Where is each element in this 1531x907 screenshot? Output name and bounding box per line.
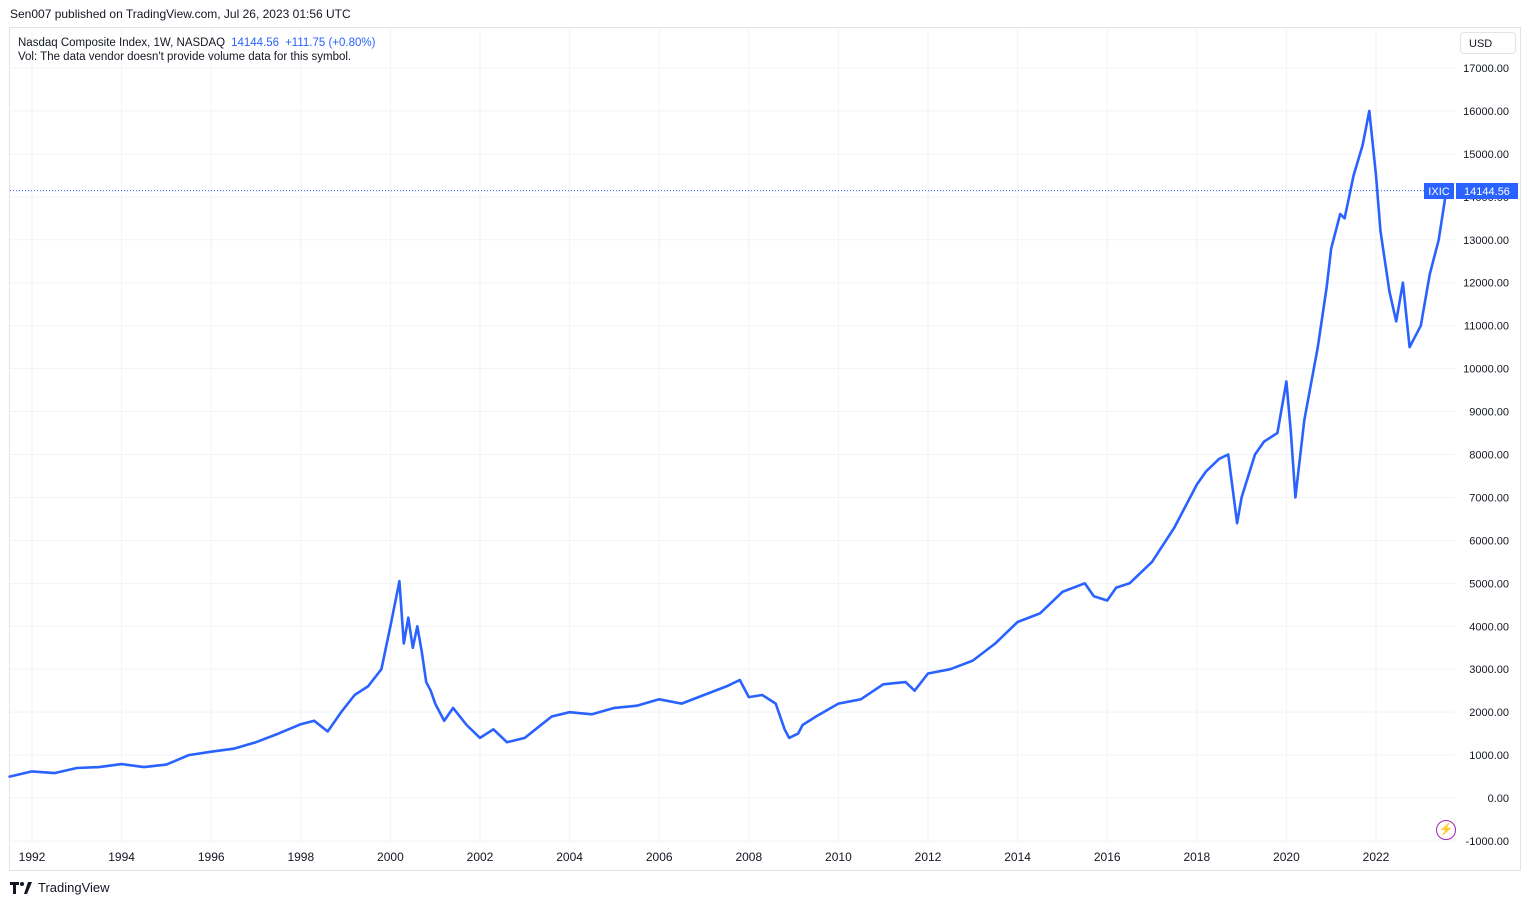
y-tick-label: 4000.00: [1469, 621, 1509, 633]
x-tick-label: 2004: [556, 850, 583, 864]
x-tick-label: 2008: [735, 850, 762, 864]
x-tick-label: 2000: [377, 850, 404, 864]
y-tick-label: 11000.00: [1464, 321, 1509, 333]
last-value: 14144.56: [231, 37, 280, 49]
x-tick-label: 2002: [467, 850, 494, 864]
y-tick-label: 8000.00: [1469, 450, 1509, 462]
tradingview-logo-icon: [10, 881, 32, 894]
y-tick-label: 16000.00: [1463, 106, 1509, 118]
ticker-tag-bg: [1424, 183, 1454, 199]
bolt-icon[interactable]: ⚡: [1436, 820, 1456, 840]
y-tick-label: 5000.00: [1469, 578, 1509, 590]
x-tick-label: 2018: [1183, 850, 1210, 864]
chart-grid: [10, 28, 1455, 843]
price-axis: 17000.0016000.0015000.0014000.0013000.00…: [1463, 63, 1509, 848]
price-change: +111.75 (+0.80%): [285, 37, 376, 49]
symbol-description: Nasdaq Composite Index, 1W, NASDAQ: [18, 37, 226, 49]
volume-note: Vol: The data vendor doesn't provide vol…: [18, 51, 352, 63]
ixic-series-line: [8, 109, 1448, 778]
y-tick-label: 17000.00: [1463, 63, 1509, 75]
currency-button[interactable]: USD: [1460, 32, 1516, 54]
price-tag: 14144.56: [1464, 186, 1510, 198]
brand-name: TradingView: [38, 880, 110, 895]
x-tick-label: 1996: [198, 850, 225, 864]
x-tick-label: 2020: [1273, 850, 1300, 864]
y-tick-label: -1000.00: [1466, 836, 1509, 848]
footer[interactable]: TradingView: [10, 880, 110, 895]
last-price-tag: IXIC 14144.56: [1424, 183, 1518, 199]
x-tick-label: 1998: [287, 850, 314, 864]
y-tick-label: 6000.00: [1469, 535, 1509, 547]
y-tick-label: 2000.00: [1469, 707, 1509, 719]
x-tick-label: 2022: [1363, 850, 1390, 864]
x-tick-label: 2010: [825, 850, 852, 864]
y-tick-label: 12000.00: [1463, 278, 1509, 290]
x-tick-label: 2006: [646, 850, 673, 864]
publish-line: Sen007 published on TradingView.com, Jul…: [10, 7, 351, 21]
x-tick-label: 1992: [19, 850, 46, 864]
y-tick-label: 13000.00: [1463, 235, 1509, 247]
x-tick-label: 2014: [1004, 850, 1031, 864]
y-tick-label: 1000.00: [1469, 750, 1509, 762]
y-tick-label: 7000.00: [1469, 492, 1509, 504]
y-tick-label: 9000.00: [1469, 407, 1509, 419]
chart-frame: [9, 27, 1521, 871]
time-axis: 1992 1994 1996 1998 2000 2002 2004 2006 2008 2010…: [19, 850, 1390, 864]
ticker-tag: IXIC: [1428, 186, 1449, 198]
y-tick-label: 15000.00: [1463, 149, 1509, 161]
x-tick-label: 2016: [1094, 850, 1121, 864]
price-tag-bg: [1456, 183, 1518, 199]
y-tick-label: 3000.00: [1469, 664, 1509, 676]
chart-legend[interactable]: Nasdaq Composite Index, 1W, NASDAQ 14144.…: [18, 35, 375, 51]
x-tick-label: 1994: [108, 850, 135, 864]
y-tick-label: 10000.00: [1463, 364, 1509, 376]
x-tick-label: 2012: [915, 850, 942, 864]
y-tick-label: 0.00: [1488, 793, 1509, 805]
